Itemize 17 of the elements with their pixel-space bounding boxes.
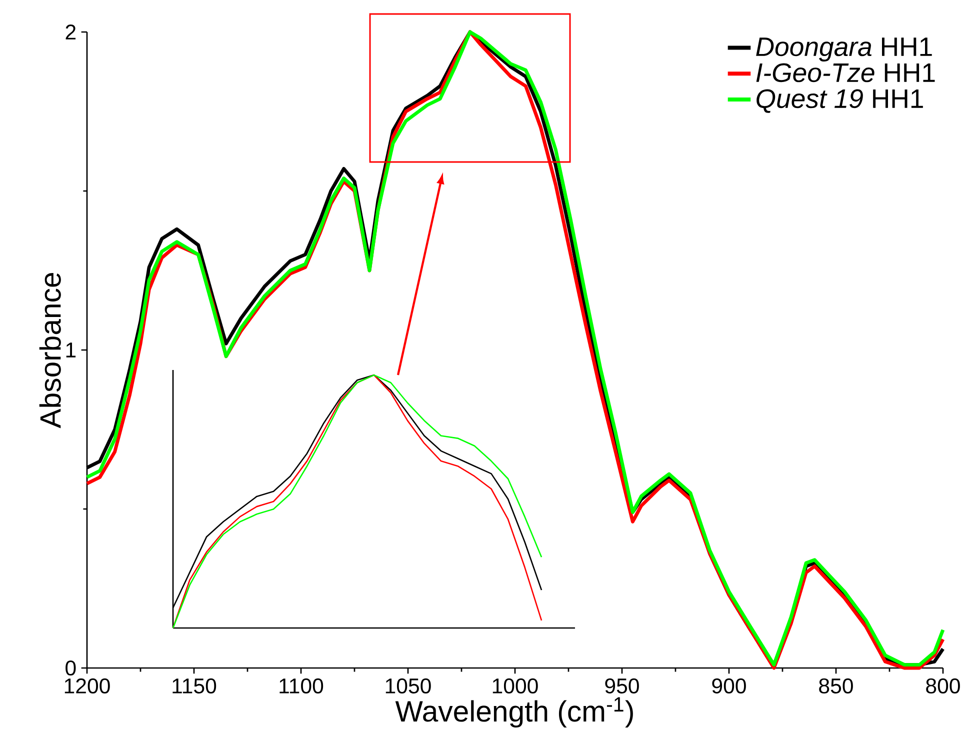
y-tick-label: 2 — [66, 24, 76, 40]
x-tick-label: 950 — [605, 678, 639, 694]
x-tick-label: 850 — [819, 678, 853, 694]
legend-label: Quest 19 HH1 — [756, 89, 923, 113]
legend-label: Doongara HH1 — [756, 38, 932, 62]
x-tick-label: 1200 — [64, 678, 110, 694]
x-tick-label: 1100 — [280, 678, 324, 694]
x-axis-title: Wavelength (cm$^{-1}$) — [395, 697, 633, 728]
x-tick-label: 1150 — [172, 678, 216, 694]
y-tick-label: 1 — [66, 342, 76, 358]
x-tick-label: 900 — [712, 678, 746, 694]
legend-label: I-Geo-Tze HH1 — [756, 63, 935, 82]
x-tick-label: 800 — [926, 678, 960, 694]
y-tick-label: 0 — [66, 660, 76, 676]
x-tick-label: 1000 — [492, 678, 538, 694]
y-axis-title: Absorbance — [39, 273, 61, 428]
x-tick-label: 1050 — [386, 678, 431, 694]
